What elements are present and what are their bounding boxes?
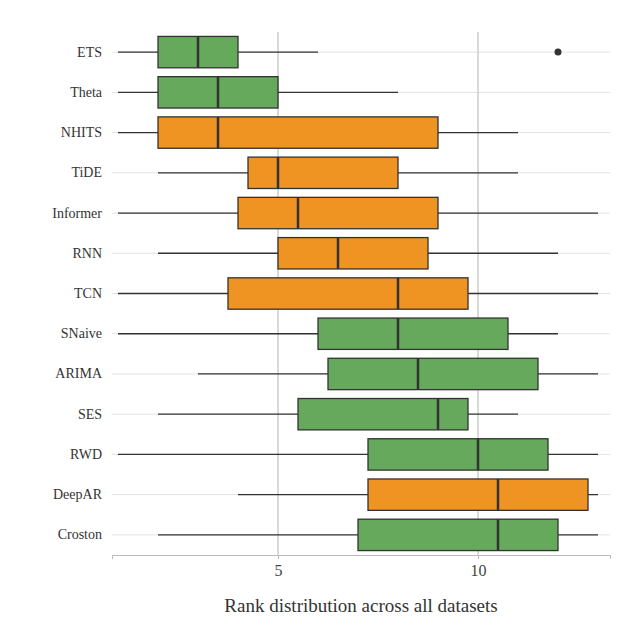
box <box>328 358 538 389</box>
box <box>298 399 468 430</box>
box-group <box>118 439 598 470</box>
x-axis-line <box>113 556 611 560</box>
median <box>217 77 220 108</box>
category-label: Informer <box>52 206 102 221</box>
y-tick: ETS <box>77 45 102 60</box>
category-label: RWD <box>70 447 102 462</box>
box <box>368 479 588 510</box>
box <box>358 519 558 550</box>
box <box>278 238 428 269</box>
box-group <box>198 358 598 389</box>
box-group <box>158 519 598 550</box>
y-tick: DeepAR <box>53 487 103 502</box>
x-tick-label: 10 <box>471 562 487 579</box>
median <box>197 36 200 67</box>
x-tick-label: 5 <box>275 562 283 579</box>
y-tick: SES <box>78 407 102 422</box>
box-group <box>118 318 558 349</box>
median <box>397 278 400 309</box>
category-label: DeepAR <box>53 487 103 502</box>
x-tick: 5 <box>275 555 283 579</box>
y-tick: RWD <box>70 447 102 462</box>
plot-area: 5 10 ETS Theta NHITS TiDE Informer RNN TCN SNaive… <box>52 32 610 579</box>
y-tick: RNN <box>72 246 102 261</box>
y-tick: TCN <box>74 286 102 301</box>
median <box>397 318 400 349</box>
x-axis-title: Rank distribution across all datasets <box>224 595 497 616</box>
y-tick: Croston <box>58 527 102 542</box>
box <box>238 197 438 228</box>
box <box>158 77 278 108</box>
category-label: TiDE <box>71 165 102 180</box>
median <box>277 157 280 188</box>
median <box>217 117 220 148</box>
x-tick-mark <box>478 555 479 559</box>
category-label: Croston <box>58 527 102 542</box>
box <box>158 36 238 67</box>
median <box>337 238 340 269</box>
y-tick: SNaive <box>61 326 102 341</box>
y-tick: ARIMA <box>55 366 103 381</box>
outlier <box>555 49 562 56</box>
box <box>368 439 548 470</box>
x-tick: 10 <box>471 555 487 579</box>
box-group <box>158 399 518 430</box>
category-label: RNN <box>72 246 102 261</box>
box <box>158 117 438 148</box>
box-group <box>118 117 518 148</box>
boxes <box>118 36 598 550</box>
box-group <box>238 479 598 510</box>
y-tick: Informer <box>52 206 102 221</box>
category-label: Theta <box>70 85 103 100</box>
median <box>497 479 500 510</box>
category-label: SNaive <box>61 326 102 341</box>
category-label: ARIMA <box>55 366 103 381</box>
category-label: TCN <box>74 286 102 301</box>
box-group <box>118 77 398 108</box>
median <box>497 519 500 550</box>
box-group <box>158 238 558 269</box>
x-axis: 5 10 <box>113 555 611 579</box>
x-tick-mark <box>278 555 279 559</box>
grid <box>112 32 610 555</box>
category-label: NHITS <box>61 125 102 140</box>
box-group <box>118 36 562 67</box>
y-tick: Theta <box>70 85 103 100</box>
box-group <box>118 278 598 309</box>
median <box>437 399 440 430</box>
box <box>318 318 508 349</box>
chart: 5 10 ETS Theta NHITS TiDE Informer RNN TCN SNaive… <box>0 0 640 640</box>
median <box>417 358 420 389</box>
y-axis: ETS Theta NHITS TiDE Informer RNN TCN SNaive ARI… <box>52 45 103 543</box>
category-label: SES <box>78 407 102 422</box>
y-tick: TiDE <box>71 165 102 180</box>
median <box>297 197 300 228</box>
box <box>228 278 468 309</box>
box-group <box>158 157 518 188</box>
box <box>248 157 398 188</box>
y-tick: NHITS <box>61 125 102 140</box>
box-group <box>118 197 598 228</box>
median <box>477 439 480 470</box>
category-label: ETS <box>77 45 102 60</box>
